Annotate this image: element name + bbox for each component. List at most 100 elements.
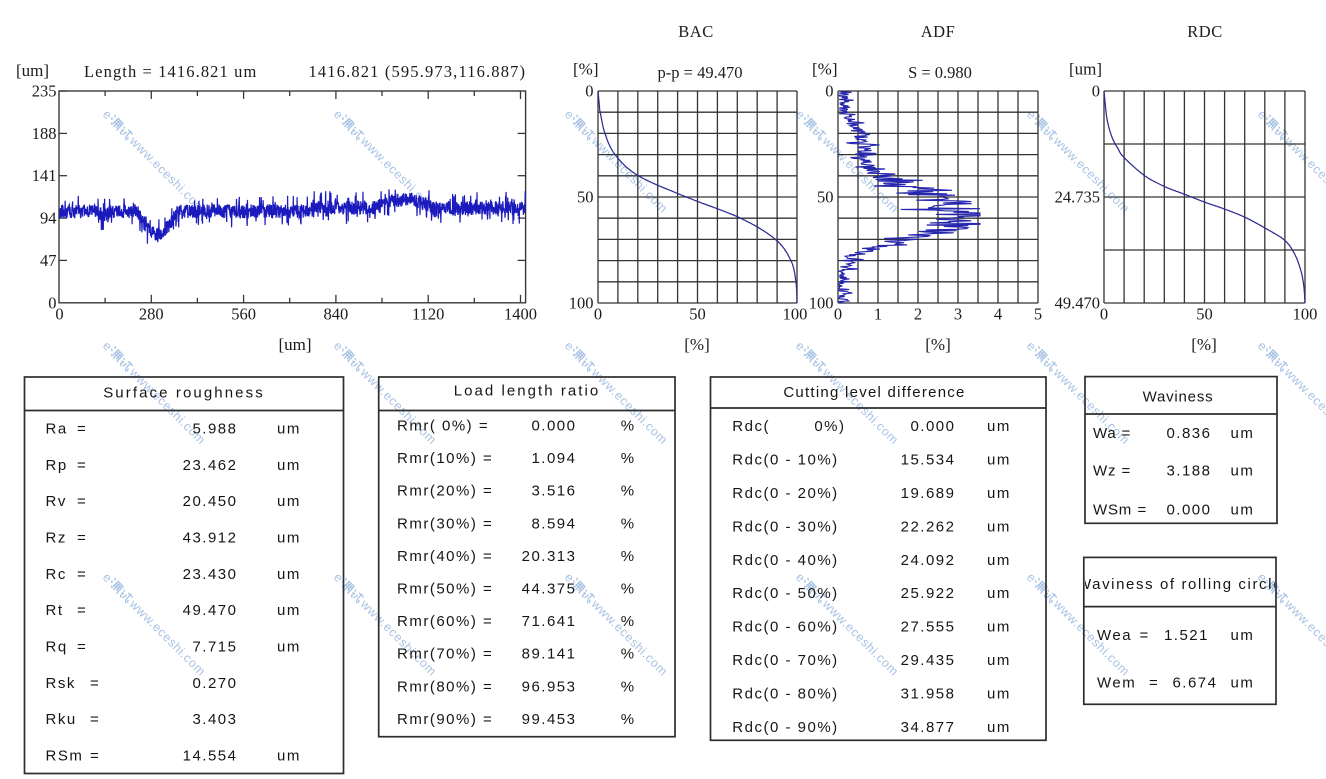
svg-text:25.922: 25.922	[901, 585, 956, 602]
svg-text:5.988: 5.988	[192, 421, 237, 438]
svg-text:8.594: 8.594	[531, 515, 576, 532]
svg-text:Rku: Rku	[46, 711, 77, 728]
svg-text:um: um	[1231, 675, 1255, 692]
svg-text:um: um	[987, 451, 1011, 468]
svg-text:Rmr( 0%) =: Rmr( 0%) =	[397, 418, 489, 435]
svg-text:[%]: [%]	[684, 335, 709, 354]
svg-text:um: um	[987, 552, 1011, 569]
svg-text:BAC: BAC	[678, 22, 713, 41]
svg-text:um: um	[277, 748, 301, 765]
svg-text:S = 0.980: S = 0.980	[908, 63, 972, 82]
svg-text:71.641: 71.641	[522, 613, 577, 630]
svg-text:%: %	[621, 711, 636, 728]
svg-text:um: um	[987, 518, 1011, 535]
svg-text:20.313: 20.313	[522, 548, 577, 565]
svg-text:Waviness of rolling circle: Waviness of rolling circle	[1077, 576, 1283, 593]
svg-text:um: um	[1231, 627, 1255, 644]
svg-text:840: 840	[324, 305, 349, 324]
svg-text:0.836: 0.836	[1166, 425, 1211, 442]
svg-text:2: 2	[914, 305, 922, 324]
svg-text:[um]: [um]	[278, 335, 311, 354]
svg-text:Rdc(0 - 20%): Rdc(0 - 20%)	[732, 485, 838, 502]
svg-text:=: =	[1122, 463, 1132, 480]
svg-text:0: 0	[55, 305, 63, 324]
svg-text:WSm: WSm	[1093, 502, 1132, 519]
svg-text:96.953: 96.953	[522, 678, 577, 695]
svg-text:Rmr(40%) =: Rmr(40%) =	[397, 548, 493, 565]
svg-text:3.403: 3.403	[192, 711, 237, 728]
svg-text:um: um	[987, 485, 1011, 502]
svg-text:[um]: [um]	[16, 61, 49, 80]
svg-text:Cutting level difference: Cutting level difference	[783, 384, 965, 401]
svg-text:6.674: 6.674	[1172, 675, 1217, 692]
svg-text:141: 141	[32, 166, 57, 185]
svg-text:1.094: 1.094	[531, 450, 576, 467]
svg-text:100: 100	[809, 294, 834, 313]
svg-text:560: 560	[231, 305, 256, 324]
svg-text:3: 3	[954, 305, 962, 324]
svg-text:Wz: Wz	[1093, 463, 1116, 480]
svg-text:Rmr(10%) =: Rmr(10%) =	[397, 450, 493, 467]
svg-text:um: um	[277, 602, 301, 619]
svg-text:Rmr(30%) =: Rmr(30%) =	[397, 515, 493, 532]
svg-text:100: 100	[783, 305, 808, 324]
svg-text:1: 1	[874, 305, 882, 324]
svg-text:um: um	[277, 530, 301, 547]
svg-text:Rq: Rq	[46, 639, 68, 656]
svg-text:ADF: ADF	[921, 22, 956, 41]
svg-text:Wea: Wea	[1097, 627, 1132, 644]
svg-text:um: um	[277, 421, 301, 438]
svg-text:%: %	[621, 678, 636, 695]
svg-text:4: 4	[994, 305, 1002, 324]
svg-text:Rdc(0 - 70%): Rdc(0 - 70%)	[732, 652, 838, 669]
svg-text:7.715: 7.715	[192, 639, 237, 656]
svg-text:Rdc(: Rdc(	[732, 418, 770, 435]
svg-text:%: %	[621, 418, 636, 435]
svg-text:3.188: 3.188	[1166, 463, 1211, 480]
svg-text:Ra: Ra	[46, 421, 68, 438]
svg-text:100: 100	[569, 294, 594, 313]
svg-text:[um]: [um]	[1069, 60, 1102, 79]
svg-text:1120: 1120	[412, 305, 444, 324]
svg-text:Rsk: Rsk	[46, 675, 76, 692]
svg-text:=: =	[77, 602, 87, 619]
svg-text:27.555: 27.555	[901, 619, 956, 636]
svg-text:um: um	[277, 639, 301, 656]
svg-text:[%]: [%]	[573, 60, 598, 79]
svg-text:um: um	[987, 686, 1011, 703]
svg-text:0: 0	[834, 305, 842, 324]
svg-text:0: 0	[594, 305, 602, 324]
svg-text:22.262: 22.262	[901, 518, 956, 535]
svg-text:Wem: Wem	[1097, 675, 1136, 692]
svg-text:=: =	[90, 711, 100, 728]
svg-text:1416.821 (595.973,116.887): 1416.821 (595.973,116.887)	[309, 62, 527, 81]
svg-text:0: 0	[1100, 305, 1108, 324]
svg-text:um: um	[987, 418, 1011, 435]
svg-text:Rz: Rz	[46, 530, 67, 547]
svg-text:0.000: 0.000	[1166, 502, 1211, 519]
svg-text:Rc: Rc	[46, 566, 67, 583]
svg-text:um: um	[277, 493, 301, 510]
svg-text:89.141: 89.141	[522, 646, 577, 663]
svg-text:=: =	[1149, 675, 1159, 692]
svg-text:Rp: Rp	[46, 457, 68, 474]
svg-text:Rmr(50%) =: Rmr(50%) =	[397, 581, 493, 598]
svg-text:94: 94	[40, 209, 57, 228]
svg-text:um: um	[1231, 502, 1255, 519]
svg-text:um: um	[987, 652, 1011, 669]
svg-text:Rmr(20%) =: Rmr(20%) =	[397, 483, 493, 500]
svg-text:1.521: 1.521	[1164, 627, 1209, 644]
svg-text:%: %	[621, 613, 636, 630]
svg-text:um: um	[987, 719, 1011, 736]
svg-text:0: 0	[825, 82, 833, 101]
svg-text:Rmr(80%) =: Rmr(80%) =	[397, 678, 493, 695]
svg-text:44.375: 44.375	[522, 581, 577, 598]
svg-text:50: 50	[689, 305, 706, 324]
svg-text:=: =	[1140, 627, 1150, 644]
svg-text:Rdc(0 - 60%): Rdc(0 - 60%)	[732, 619, 838, 636]
svg-text:p-p = 49.470: p-p = 49.470	[658, 63, 743, 82]
svg-text:15.534: 15.534	[901, 451, 956, 468]
svg-text:24.092: 24.092	[901, 552, 956, 569]
svg-text:=: =	[77, 530, 87, 547]
svg-text:um: um	[987, 619, 1011, 636]
